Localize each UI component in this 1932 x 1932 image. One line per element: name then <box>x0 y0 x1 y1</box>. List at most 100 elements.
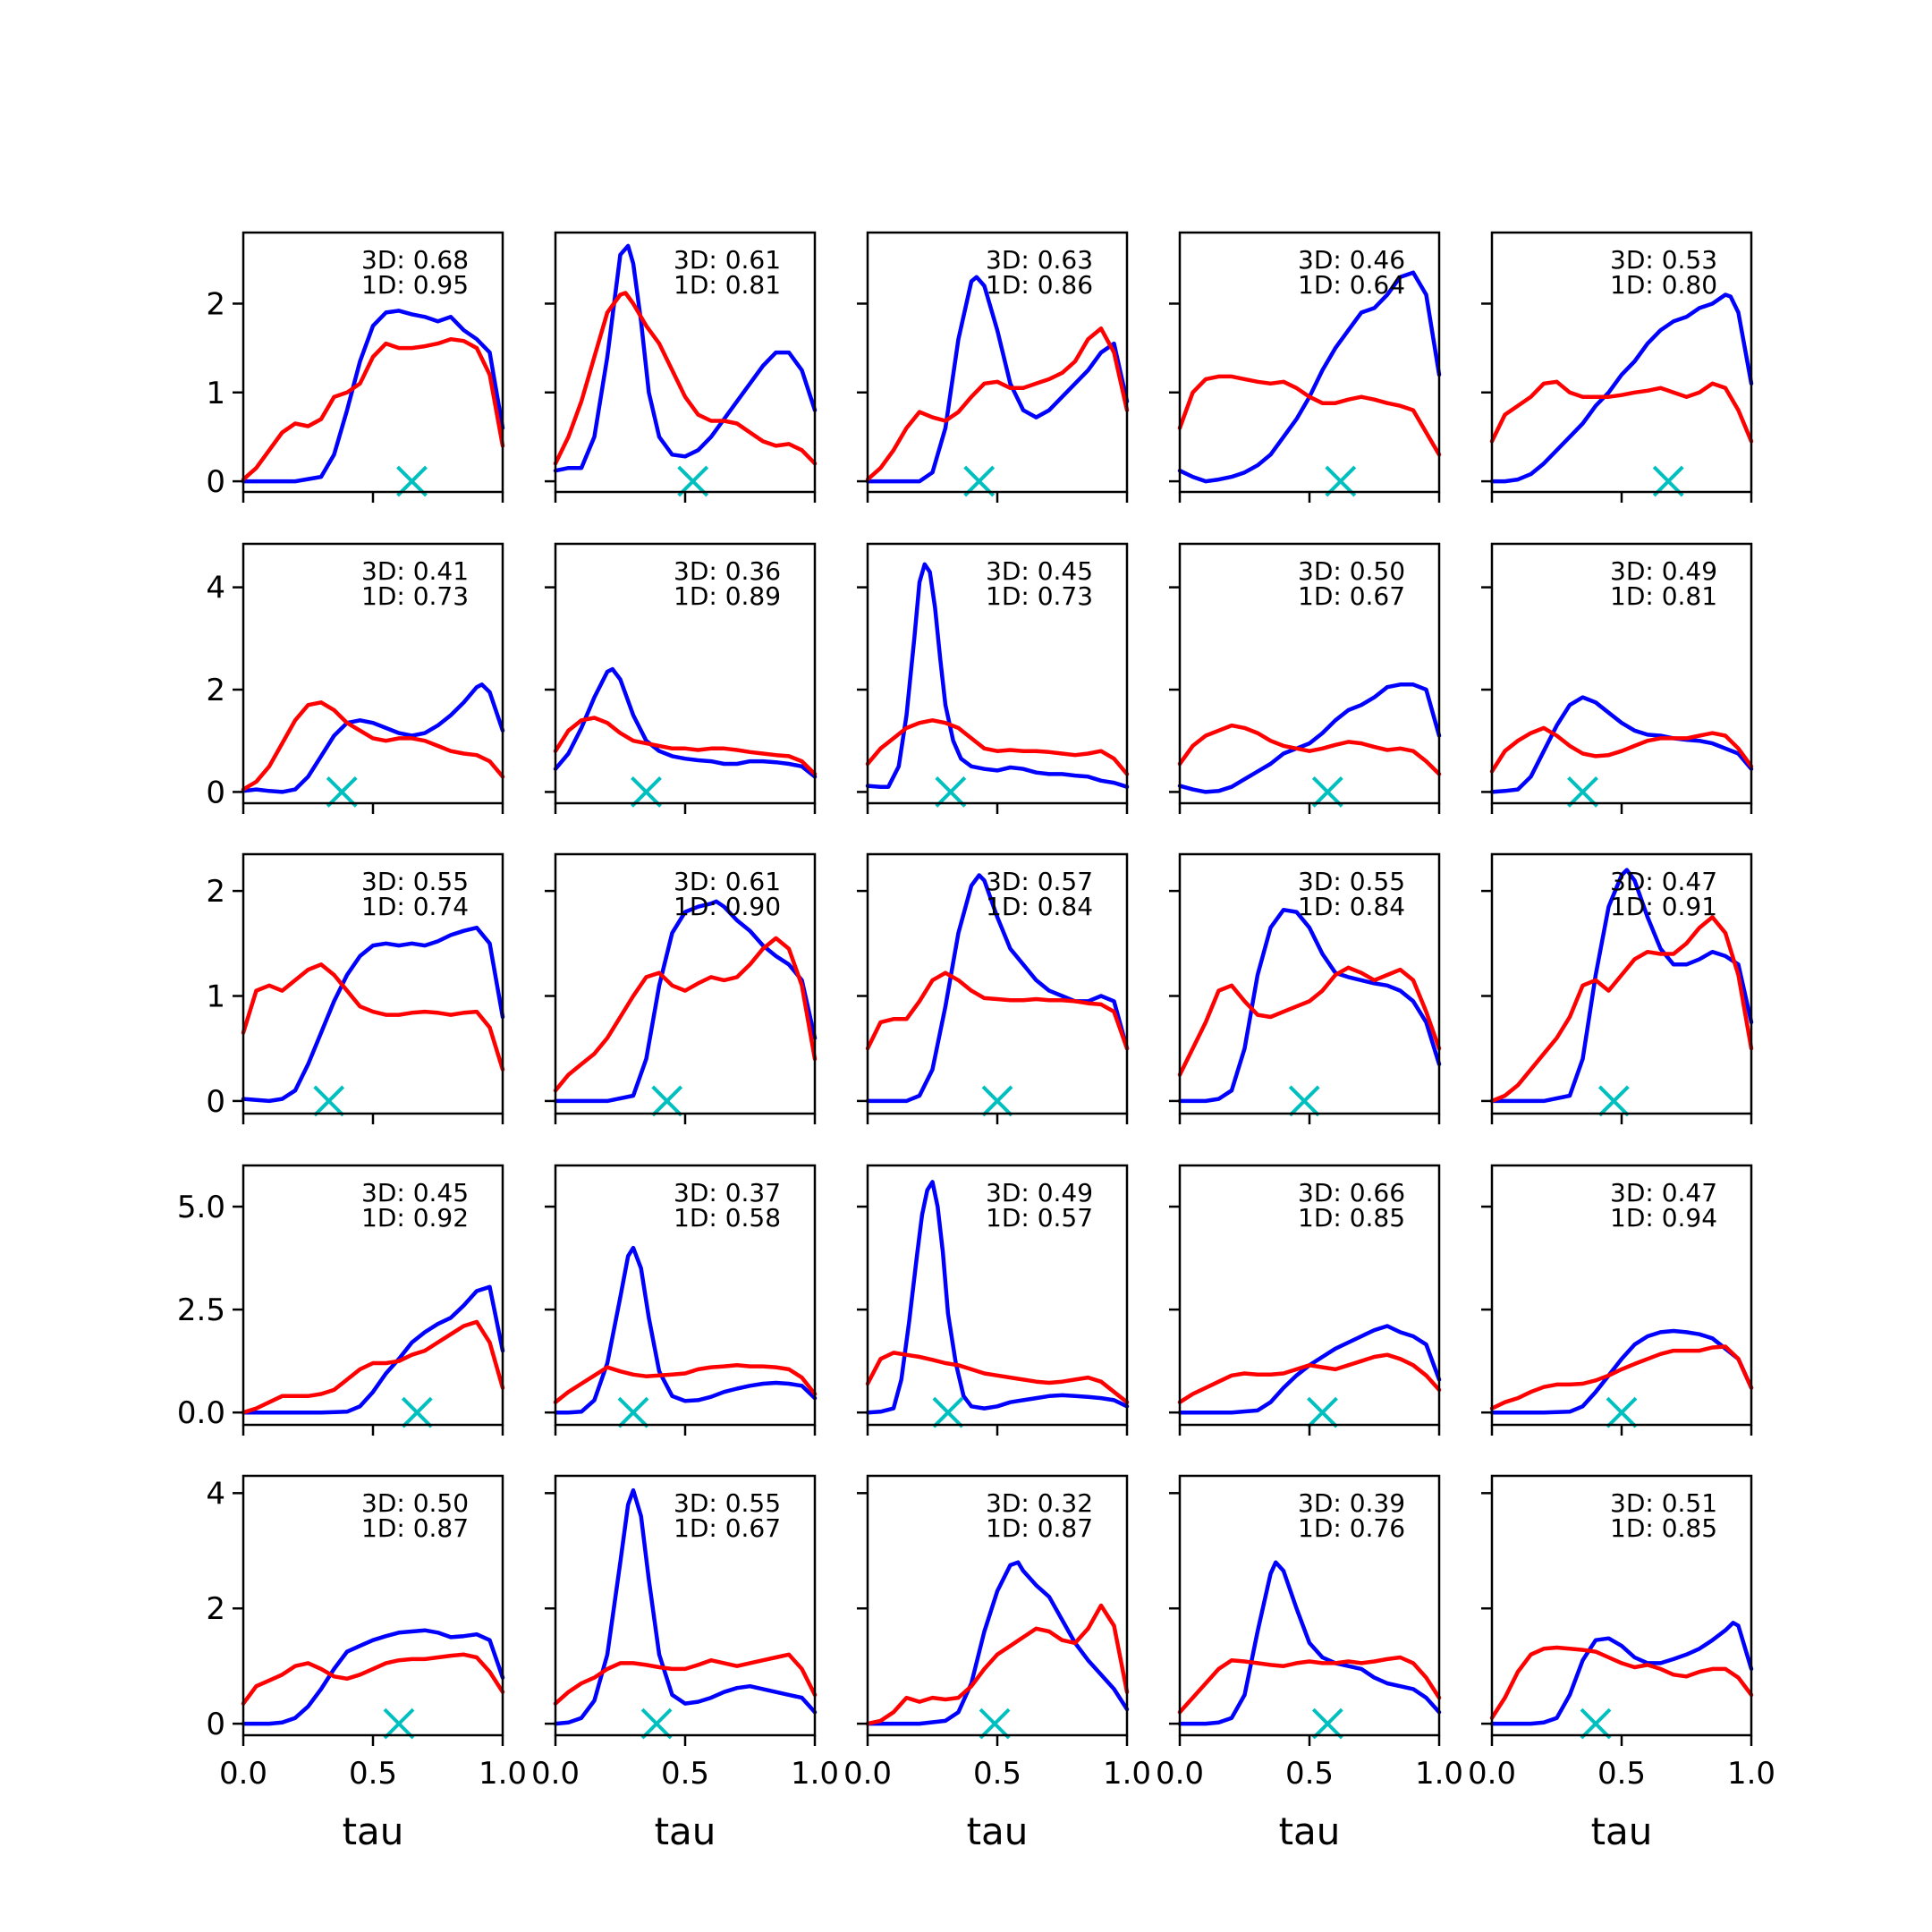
annotation-line: 1D: 0.84 <box>986 892 1093 921</box>
annotation-line: 1D: 0.73 <box>361 581 469 611</box>
annotation-line: 1D: 0.90 <box>674 892 781 921</box>
annotation-line: 1D: 0.92 <box>361 1203 469 1233</box>
series-line-1d <box>1489 1645 1754 1720</box>
x-tick-label: 0.5 <box>349 1756 397 1792</box>
annotation-line: 3D: 0.32 <box>986 1488 1093 1518</box>
series-line-1d <box>241 1652 505 1706</box>
y-tick-label: 2 <box>206 286 225 322</box>
series-line-3d <box>865 1180 1130 1415</box>
y-tick-label: 2 <box>206 1591 225 1627</box>
series-line-1d <box>865 326 1130 482</box>
annotation-line: 1D: 0.87 <box>986 1513 1093 1543</box>
series-line-1d <box>553 716 818 776</box>
series-line-3d <box>241 682 505 794</box>
annotation-line: 3D: 0.66 <box>1298 1178 1405 1208</box>
annotation-line: 1D: 0.80 <box>1610 270 1717 300</box>
series-line-1d <box>1489 725 1754 774</box>
annotation-line: 3D: 0.61 <box>674 245 781 275</box>
annotation-line: 3D: 0.50 <box>361 1488 469 1518</box>
x-tick-label: 0.5 <box>1597 1756 1646 1792</box>
series-line-1d <box>241 1319 505 1415</box>
series-line-3d <box>241 309 505 484</box>
x-axis-label: tau <box>655 1809 716 1853</box>
annotation-line: 1D: 0.91 <box>1610 892 1717 921</box>
x-marker <box>1288 1085 1320 1117</box>
annotation-line: 3D: 0.68 <box>361 245 469 275</box>
x-marker <box>963 465 996 497</box>
series-line-3d <box>1177 682 1442 794</box>
x-tick-label: 0.5 <box>973 1756 1021 1792</box>
annotation-line: 1D: 0.81 <box>674 270 781 300</box>
annotation-line: 1D: 0.95 <box>361 270 469 300</box>
series-line-1d <box>865 1603 1130 1726</box>
annotation-line: 3D: 0.53 <box>1610 245 1717 275</box>
x-marker <box>651 1085 683 1117</box>
y-tick-label: 0.0 <box>177 1395 225 1431</box>
y-tick-label: 5.0 <box>177 1190 225 1225</box>
annotation-line: 3D: 0.51 <box>1610 1488 1717 1518</box>
y-tick-label: 0 <box>206 775 225 810</box>
x-tick-label: 0.5 <box>1285 1756 1334 1792</box>
series-line-1d <box>1489 1344 1754 1411</box>
x-marker <box>981 1085 1013 1117</box>
x-tick-label: 0.0 <box>219 1756 267 1792</box>
annotation-line: 3D: 0.63 <box>986 245 1093 275</box>
series-line-3d <box>865 562 1130 789</box>
series-line-1d <box>865 1351 1130 1404</box>
x-axis-label: tau <box>1591 1809 1653 1853</box>
x-axis-label: tau <box>343 1809 404 1853</box>
series-line-1d <box>1489 915 1754 1104</box>
x-marker <box>1606 1396 1638 1428</box>
annotation-line: 3D: 0.50 <box>1298 556 1405 586</box>
x-marker <box>1311 1707 1343 1740</box>
x-tick-label: 0.0 <box>1156 1756 1204 1792</box>
series-line-3d <box>865 275 1130 484</box>
x-tick-label: 0.0 <box>1468 1756 1516 1792</box>
x-tick-label: 0.5 <box>661 1756 709 1792</box>
annotation-line: 3D: 0.55 <box>1298 867 1405 896</box>
y-tick-label: 0 <box>206 464 225 500</box>
annotation-line: 1D: 0.67 <box>1298 581 1405 611</box>
series-line-1d <box>553 936 818 1093</box>
x-marker <box>677 465 709 497</box>
x-marker <box>1567 776 1598 808</box>
x-marker <box>1580 1707 1612 1740</box>
series-line-3d <box>241 1628 505 1726</box>
x-tick-label: 1.0 <box>1415 1756 1463 1792</box>
annotation-line: 3D: 0.45 <box>361 1178 469 1208</box>
x-marker <box>979 1707 1011 1740</box>
series-line-1d <box>553 1652 818 1706</box>
annotation-line: 1D: 0.85 <box>1610 1513 1717 1543</box>
x-marker <box>396 465 428 497</box>
y-tick-label: 2 <box>206 673 225 708</box>
annotation-line: 1D: 0.76 <box>1298 1513 1405 1543</box>
series-line-3d <box>1489 1621 1754 1726</box>
series-line-1d <box>553 1363 818 1404</box>
annotation-line: 3D: 0.41 <box>361 556 469 586</box>
x-axis-label: tau <box>1279 1809 1341 1853</box>
annotation-line: 1D: 0.67 <box>674 1513 781 1543</box>
x-marker <box>631 776 662 808</box>
y-tick-label: 2 <box>206 874 225 910</box>
series-line-3d <box>1177 1560 1442 1726</box>
series-line-1d <box>241 962 505 1072</box>
y-tick-label: 1 <box>206 979 225 1015</box>
series-line-1d <box>865 970 1130 1051</box>
series-line-3d <box>1177 1324 1442 1415</box>
y-tick-label: 1 <box>206 376 225 411</box>
annotation-line: 3D: 0.49 <box>986 1178 1093 1208</box>
x-axis-label: tau <box>967 1809 1029 1853</box>
